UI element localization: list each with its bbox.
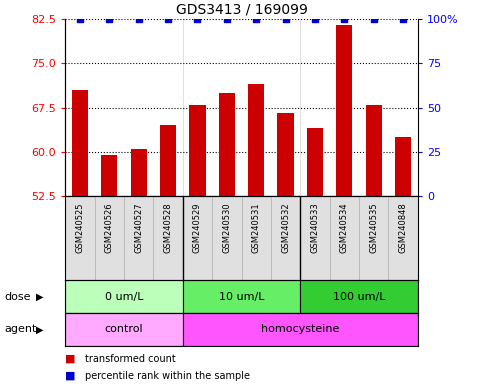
Bar [307,128,323,196]
Text: GSM240528: GSM240528 [164,203,172,253]
Text: GSM240848: GSM240848 [398,203,408,253]
Point [164,16,172,22]
Bar [183,313,418,346]
Text: GSM240531: GSM240531 [252,203,261,253]
Bar [278,113,294,196]
Bar [336,25,353,196]
Bar [72,90,88,196]
Text: ■: ■ [65,371,76,381]
Text: control: control [105,324,143,334]
Text: ▶: ▶ [36,324,44,334]
Text: ▶: ▶ [36,291,44,302]
Text: GSM240527: GSM240527 [134,203,143,253]
Text: GSM240532: GSM240532 [281,203,290,253]
Text: 0 um/L: 0 um/L [105,291,143,302]
Text: homocysteine: homocysteine [261,324,340,334]
Text: GSM240529: GSM240529 [193,203,202,253]
Point [194,16,201,22]
Bar [130,149,147,196]
Point [252,16,260,22]
Text: GSM240534: GSM240534 [340,203,349,253]
Bar [183,280,300,313]
Point [399,16,407,22]
Text: agent: agent [5,324,37,334]
Bar [366,104,382,196]
Bar [160,125,176,196]
Point [370,16,378,22]
Point [311,16,319,22]
Point [76,16,84,22]
Text: 10 um/L: 10 um/L [219,291,264,302]
Text: ■: ■ [65,354,76,364]
Bar [65,280,183,313]
Point [341,16,348,22]
Text: GSM240526: GSM240526 [105,203,114,253]
Text: GSM240535: GSM240535 [369,203,378,253]
Point [282,16,289,22]
Text: transformed count: transformed count [85,354,175,364]
Text: GSM240533: GSM240533 [311,203,319,253]
Bar [65,313,183,346]
Point [105,16,113,22]
Title: GDS3413 / 169099: GDS3413 / 169099 [175,3,308,17]
Text: GSM240525: GSM240525 [75,203,85,253]
Text: GSM240530: GSM240530 [222,203,231,253]
Bar [300,280,418,313]
Text: percentile rank within the sample: percentile rank within the sample [85,371,250,381]
Bar [219,93,235,196]
Point [135,16,142,22]
Bar [101,155,117,196]
Bar [395,137,411,196]
Text: 100 um/L: 100 um/L [333,291,385,302]
Point [223,16,231,22]
Bar [189,104,205,196]
Bar [248,84,264,196]
Text: dose: dose [5,291,31,302]
